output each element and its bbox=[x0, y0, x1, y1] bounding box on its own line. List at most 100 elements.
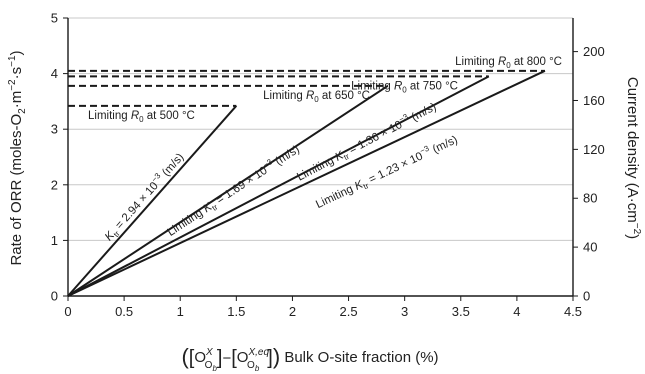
x-title-paren-open: ( bbox=[181, 344, 189, 369]
x-tick-label-8: 4 bbox=[513, 304, 520, 319]
y-left-tick-label-5: 5 bbox=[51, 11, 58, 26]
x-tick-label-0: 0 bbox=[64, 304, 71, 319]
y-left-tick-label-0: 0 bbox=[51, 289, 58, 304]
y-left-tick-label-2: 2 bbox=[51, 177, 58, 192]
series-label-unit-3: (m/s) bbox=[428, 134, 460, 157]
x-title-text: Bulk O-site fraction (%) bbox=[280, 349, 438, 366]
series-label-sup-3: −3 bbox=[418, 144, 431, 156]
x-tick-label-2: 1 bbox=[177, 304, 184, 319]
limit-label-2: Limiting R0 at 650 °C bbox=[263, 90, 370, 104]
y-right-prefix: Current density (A·cm bbox=[624, 77, 641, 223]
y-left-s-sup: −1 bbox=[7, 55, 18, 67]
series-label-sub-2: tr bbox=[342, 152, 351, 162]
x-tick-label-5: 2.5 bbox=[340, 304, 358, 319]
series-label-1: Limiting Ktr = 1.69 × 10−3 (m/s) bbox=[164, 141, 303, 241]
series-line-2 bbox=[67, 75, 490, 297]
x-title-o1-sup: X bbox=[205, 347, 213, 358]
series-line-1 bbox=[67, 84, 389, 297]
limit-label-3: Limiting R0 at 500 °C bbox=[88, 110, 195, 124]
y-left-tick-label-1: 1 bbox=[51, 233, 58, 248]
limit-label-sub-1: 0 bbox=[402, 85, 407, 94]
x-title-bracket1-close: ] bbox=[217, 347, 223, 369]
x-title-minus: − bbox=[222, 350, 231, 367]
limit-label-r-0: R bbox=[498, 56, 506, 68]
y-left-m-sup: −2 bbox=[7, 79, 18, 91]
series-lines bbox=[67, 69, 546, 297]
limiting-r0-lines bbox=[68, 69, 545, 107]
limit-label-post-2: at 650 °C bbox=[319, 90, 370, 102]
x-title-bracket2-close: ] bbox=[267, 347, 273, 369]
y-left-o-sub: 2 bbox=[17, 108, 28, 114]
limit-label-post-0: at 800 °C bbox=[511, 56, 562, 68]
y-axis-title-left: Rate of ORR (moles-O2·m−2·s−1) bbox=[7, 50, 28, 265]
limit-label-sub-0: 0 bbox=[506, 61, 511, 70]
y-right-tick-label-2: 80 bbox=[583, 191, 597, 206]
limit-label-1: Limiting R0 at 750 °C bbox=[351, 80, 458, 94]
axes bbox=[63, 17, 578, 301]
y-left-m: ·m bbox=[8, 91, 25, 109]
limit-label-pre-0: Limiting bbox=[455, 56, 498, 68]
series-line-3 bbox=[67, 69, 546, 297]
series-label-sup-2: −3 bbox=[397, 112, 410, 124]
x-tick-label-4: 2 bbox=[289, 304, 296, 319]
y-right-tick-label-4: 160 bbox=[583, 93, 605, 108]
series-label-sub-3: tr bbox=[362, 181, 371, 191]
x-title-bracket1-open: [ bbox=[189, 347, 195, 369]
series-label-sub-0: tr bbox=[112, 229, 122, 239]
limit-label-post-3: at 500 °C bbox=[144, 110, 195, 122]
x-tick-label-1: 0.5 bbox=[115, 304, 133, 319]
series-label-group-3: Limiting Ktr = 1.23 × 10−3 (m/s) bbox=[313, 131, 461, 213]
y-left-s: ·s bbox=[8, 67, 25, 80]
x-title-bracket2-open: [ bbox=[231, 347, 237, 369]
series-line-0 bbox=[67, 105, 238, 297]
x-title-paren-close: ) bbox=[273, 344, 280, 369]
limit-label-sub-2: 0 bbox=[314, 95, 319, 104]
x-title-o2-sup: X,eq bbox=[247, 347, 269, 358]
x-axis-title: ([OX Ob]−[OX,eq Ob]) Bulk O-site fraction … bbox=[181, 344, 438, 373]
series-label-group-1: Limiting Ktr = 1.69 × 10−3 (m/s) bbox=[164, 141, 303, 241]
y-right-tick-label-0: 0 bbox=[583, 289, 590, 304]
x-tick-label-7: 3.5 bbox=[452, 304, 470, 319]
y-right-tick-label-1: 40 bbox=[583, 240, 597, 255]
series-label-text-3: = 1.23 × 10 bbox=[364, 150, 425, 187]
limit-label-0: Limiting R0 at 800 °C bbox=[455, 56, 562, 70]
series-label-unit-1: (m/s) bbox=[271, 143, 302, 169]
limit-label-pre-2: Limiting bbox=[263, 90, 306, 102]
y-left-tick-label-4: 4 bbox=[51, 66, 58, 81]
limit-label-r-2: R bbox=[306, 90, 314, 102]
limit-label-post-1: at 750 °C bbox=[407, 80, 458, 92]
series-label-pre-3: Limiting bbox=[314, 182, 358, 211]
x-title-o2-subsub: b bbox=[255, 364, 260, 373]
series-label-text-1: = 1.69 × 10 bbox=[212, 165, 270, 209]
limit-label-r-1: R bbox=[394, 80, 402, 92]
x-title-o2: O bbox=[237, 349, 249, 366]
y-left-prefix: Rate of ORR (moles-O bbox=[8, 114, 25, 266]
series-label-sub-1: tr bbox=[210, 202, 219, 212]
x-tick-label-9: 4.5 bbox=[564, 304, 582, 319]
limit-label-pre-1: Limiting bbox=[351, 80, 394, 92]
series-label-3: Limiting Ktr = 1.23 × 10−3 (m/s) bbox=[313, 131, 461, 213]
x-title-o2-sub: O bbox=[247, 360, 255, 371]
x-tick-label-3: 1.5 bbox=[227, 304, 245, 319]
series-label-group-2: Limiting Ktr = 1.36 × 10−3 (m/s) bbox=[294, 98, 440, 185]
limit-label-sub-3: 0 bbox=[139, 115, 144, 124]
y-left-tick-label-3: 3 bbox=[51, 122, 58, 137]
limit-label-pre-3: Limiting bbox=[88, 110, 131, 122]
x-tick-label-6: 3 bbox=[401, 304, 408, 319]
series-label-text-0: = 2.94 × 10 bbox=[111, 180, 161, 234]
series-label-unit-2: (m/s) bbox=[407, 101, 439, 125]
y-right-tick-label-5: 200 bbox=[583, 44, 605, 59]
series-label-2: Limiting Ktr = 1.36 × 10−3 (m/s) bbox=[294, 98, 440, 185]
y-right-sup: −2 bbox=[631, 223, 642, 235]
x-title-o1: O bbox=[194, 349, 206, 366]
y-axis-title-right: Current density (A·cm−2) bbox=[624, 77, 642, 239]
y-left-suffix: ) bbox=[8, 50, 25, 55]
limit-label-r-3: R bbox=[131, 110, 139, 122]
x-title-o1-subsub: b bbox=[212, 364, 217, 373]
y-right-suffix: ) bbox=[624, 234, 641, 239]
x-title-o1-sub: O bbox=[205, 360, 213, 371]
y-right-tick-label-3: 120 bbox=[583, 142, 605, 157]
